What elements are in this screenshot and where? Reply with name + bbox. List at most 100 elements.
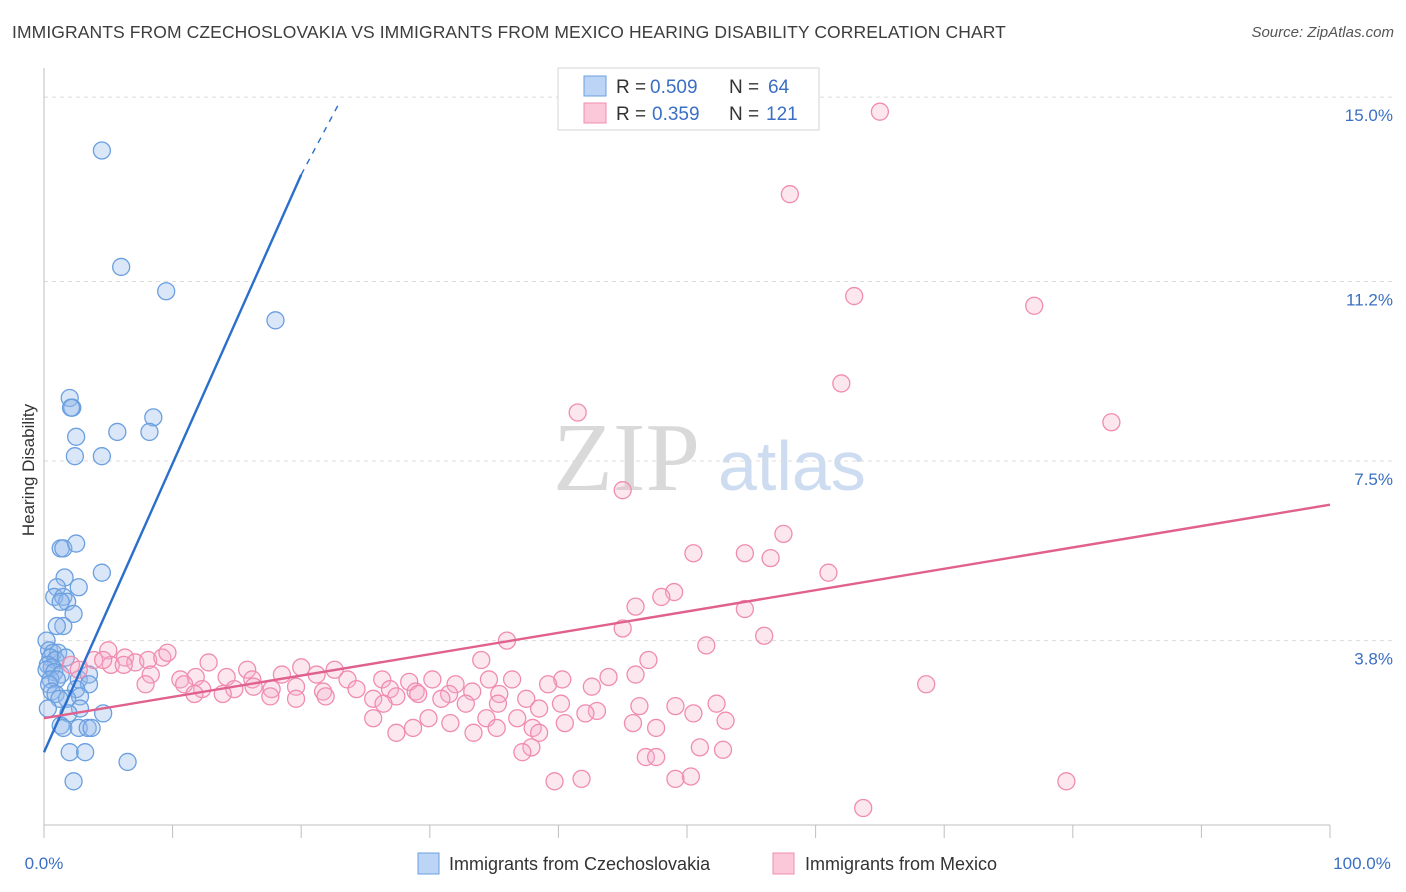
data-point <box>94 650 113 670</box>
legend-swatch-czechoslovakia <box>583 75 607 97</box>
data-point <box>1025 296 1044 315</box>
data-point <box>141 665 160 684</box>
data-point <box>529 699 549 718</box>
data-point <box>845 286 864 306</box>
data-point <box>1057 772 1076 791</box>
data-point <box>65 447 85 466</box>
data-point <box>555 713 574 733</box>
data-point <box>707 694 726 713</box>
data-point <box>684 704 703 723</box>
data-point <box>238 660 257 679</box>
data-point <box>917 675 936 694</box>
data-point <box>244 677 263 696</box>
data-point <box>517 689 536 708</box>
x-tick-label-min: 0.0% <box>25 854 64 873</box>
data-point <box>54 616 73 636</box>
data-point <box>266 311 285 330</box>
data-point <box>286 689 306 708</box>
data-point <box>1102 413 1121 432</box>
data-point <box>487 718 506 738</box>
legend-r-label-1: R = <box>616 77 646 98</box>
data-point <box>136 675 155 694</box>
series-legend: Immigrants from Czechoslovakia Immigrant… <box>417 852 997 875</box>
data-point <box>623 713 643 733</box>
data-point <box>551 694 571 713</box>
data-point <box>112 257 131 277</box>
data-point <box>780 185 800 204</box>
legend-n-value-2: 121 <box>766 104 798 125</box>
data-point <box>39 675 59 694</box>
trend-line-extension <box>300 101 341 176</box>
data-point <box>92 141 112 160</box>
trend-line <box>42 174 303 753</box>
data-point <box>582 677 601 696</box>
data-point <box>400 672 419 691</box>
legend-r-label-2: R = <box>616 104 646 125</box>
data-point <box>681 767 701 786</box>
data-point <box>387 723 406 742</box>
y-tick-label: 3.8% <box>1354 650 1393 669</box>
data-point <box>118 752 137 772</box>
chart-title: IMMIGRANTS FROM CZECHOSLOVAKIA VS IMMIGR… <box>12 22 1006 42</box>
data-point <box>626 597 645 616</box>
data-point <box>576 704 595 723</box>
data-point <box>78 718 97 738</box>
data-point <box>60 743 79 762</box>
data-point <box>108 422 127 442</box>
data-point <box>684 544 703 563</box>
gridlines <box>44 96 1395 642</box>
data-point <box>316 687 335 706</box>
data-point <box>513 743 532 762</box>
data-point <box>630 696 649 716</box>
data-point <box>735 599 755 619</box>
data-point <box>646 747 666 767</box>
data-point <box>406 682 425 701</box>
series-mexico-points <box>61 102 1121 818</box>
data-point <box>64 604 83 624</box>
data-point <box>114 655 133 675</box>
data-point <box>716 711 735 730</box>
y-tick-label: 15.0% <box>1345 106 1393 125</box>
y-tick-label: 7.5% <box>1354 470 1393 489</box>
data-point <box>99 641 118 660</box>
data-point <box>47 616 67 636</box>
data-point <box>313 682 333 701</box>
data-point <box>652 587 671 607</box>
data-point <box>139 650 158 670</box>
data-point <box>472 650 491 670</box>
watermark: ZIP atlas <box>553 404 866 512</box>
trend-line <box>43 503 1331 720</box>
data-point <box>713 740 733 759</box>
data-point <box>870 102 890 121</box>
data-point <box>488 694 508 713</box>
bottom-legend-label-czechoslovakia: Immigrants from Czechoslovakia <box>449 854 711 874</box>
watermark-atlas: atlas <box>718 427 866 505</box>
data-point <box>364 689 383 708</box>
data-point <box>158 643 177 662</box>
data-point <box>82 718 101 738</box>
data-point <box>697 636 716 655</box>
data-point <box>553 670 572 689</box>
data-point <box>755 626 774 645</box>
data-point <box>529 723 549 742</box>
data-point <box>613 481 632 500</box>
data-point <box>374 694 393 713</box>
data-point <box>67 534 86 553</box>
data-point <box>409 684 428 704</box>
data-point <box>403 718 423 738</box>
bottom-legend-label-mexico: Immigrants from Mexico <box>805 854 997 874</box>
data-point <box>646 718 666 738</box>
data-point <box>545 772 564 791</box>
data-point <box>92 563 112 582</box>
data-point <box>490 684 509 704</box>
legend-n-label-1: N = <box>729 77 759 98</box>
series-czechoslovakia-points <box>37 141 285 791</box>
legend-n-value-1: 64 <box>768 77 790 98</box>
legend-swatch-mexico <box>583 102 607 124</box>
legend-r-value-2: 0.359 <box>652 104 700 125</box>
data-point <box>522 738 541 757</box>
data-point <box>261 687 280 706</box>
data-point <box>587 701 607 721</box>
data-point <box>67 427 86 446</box>
